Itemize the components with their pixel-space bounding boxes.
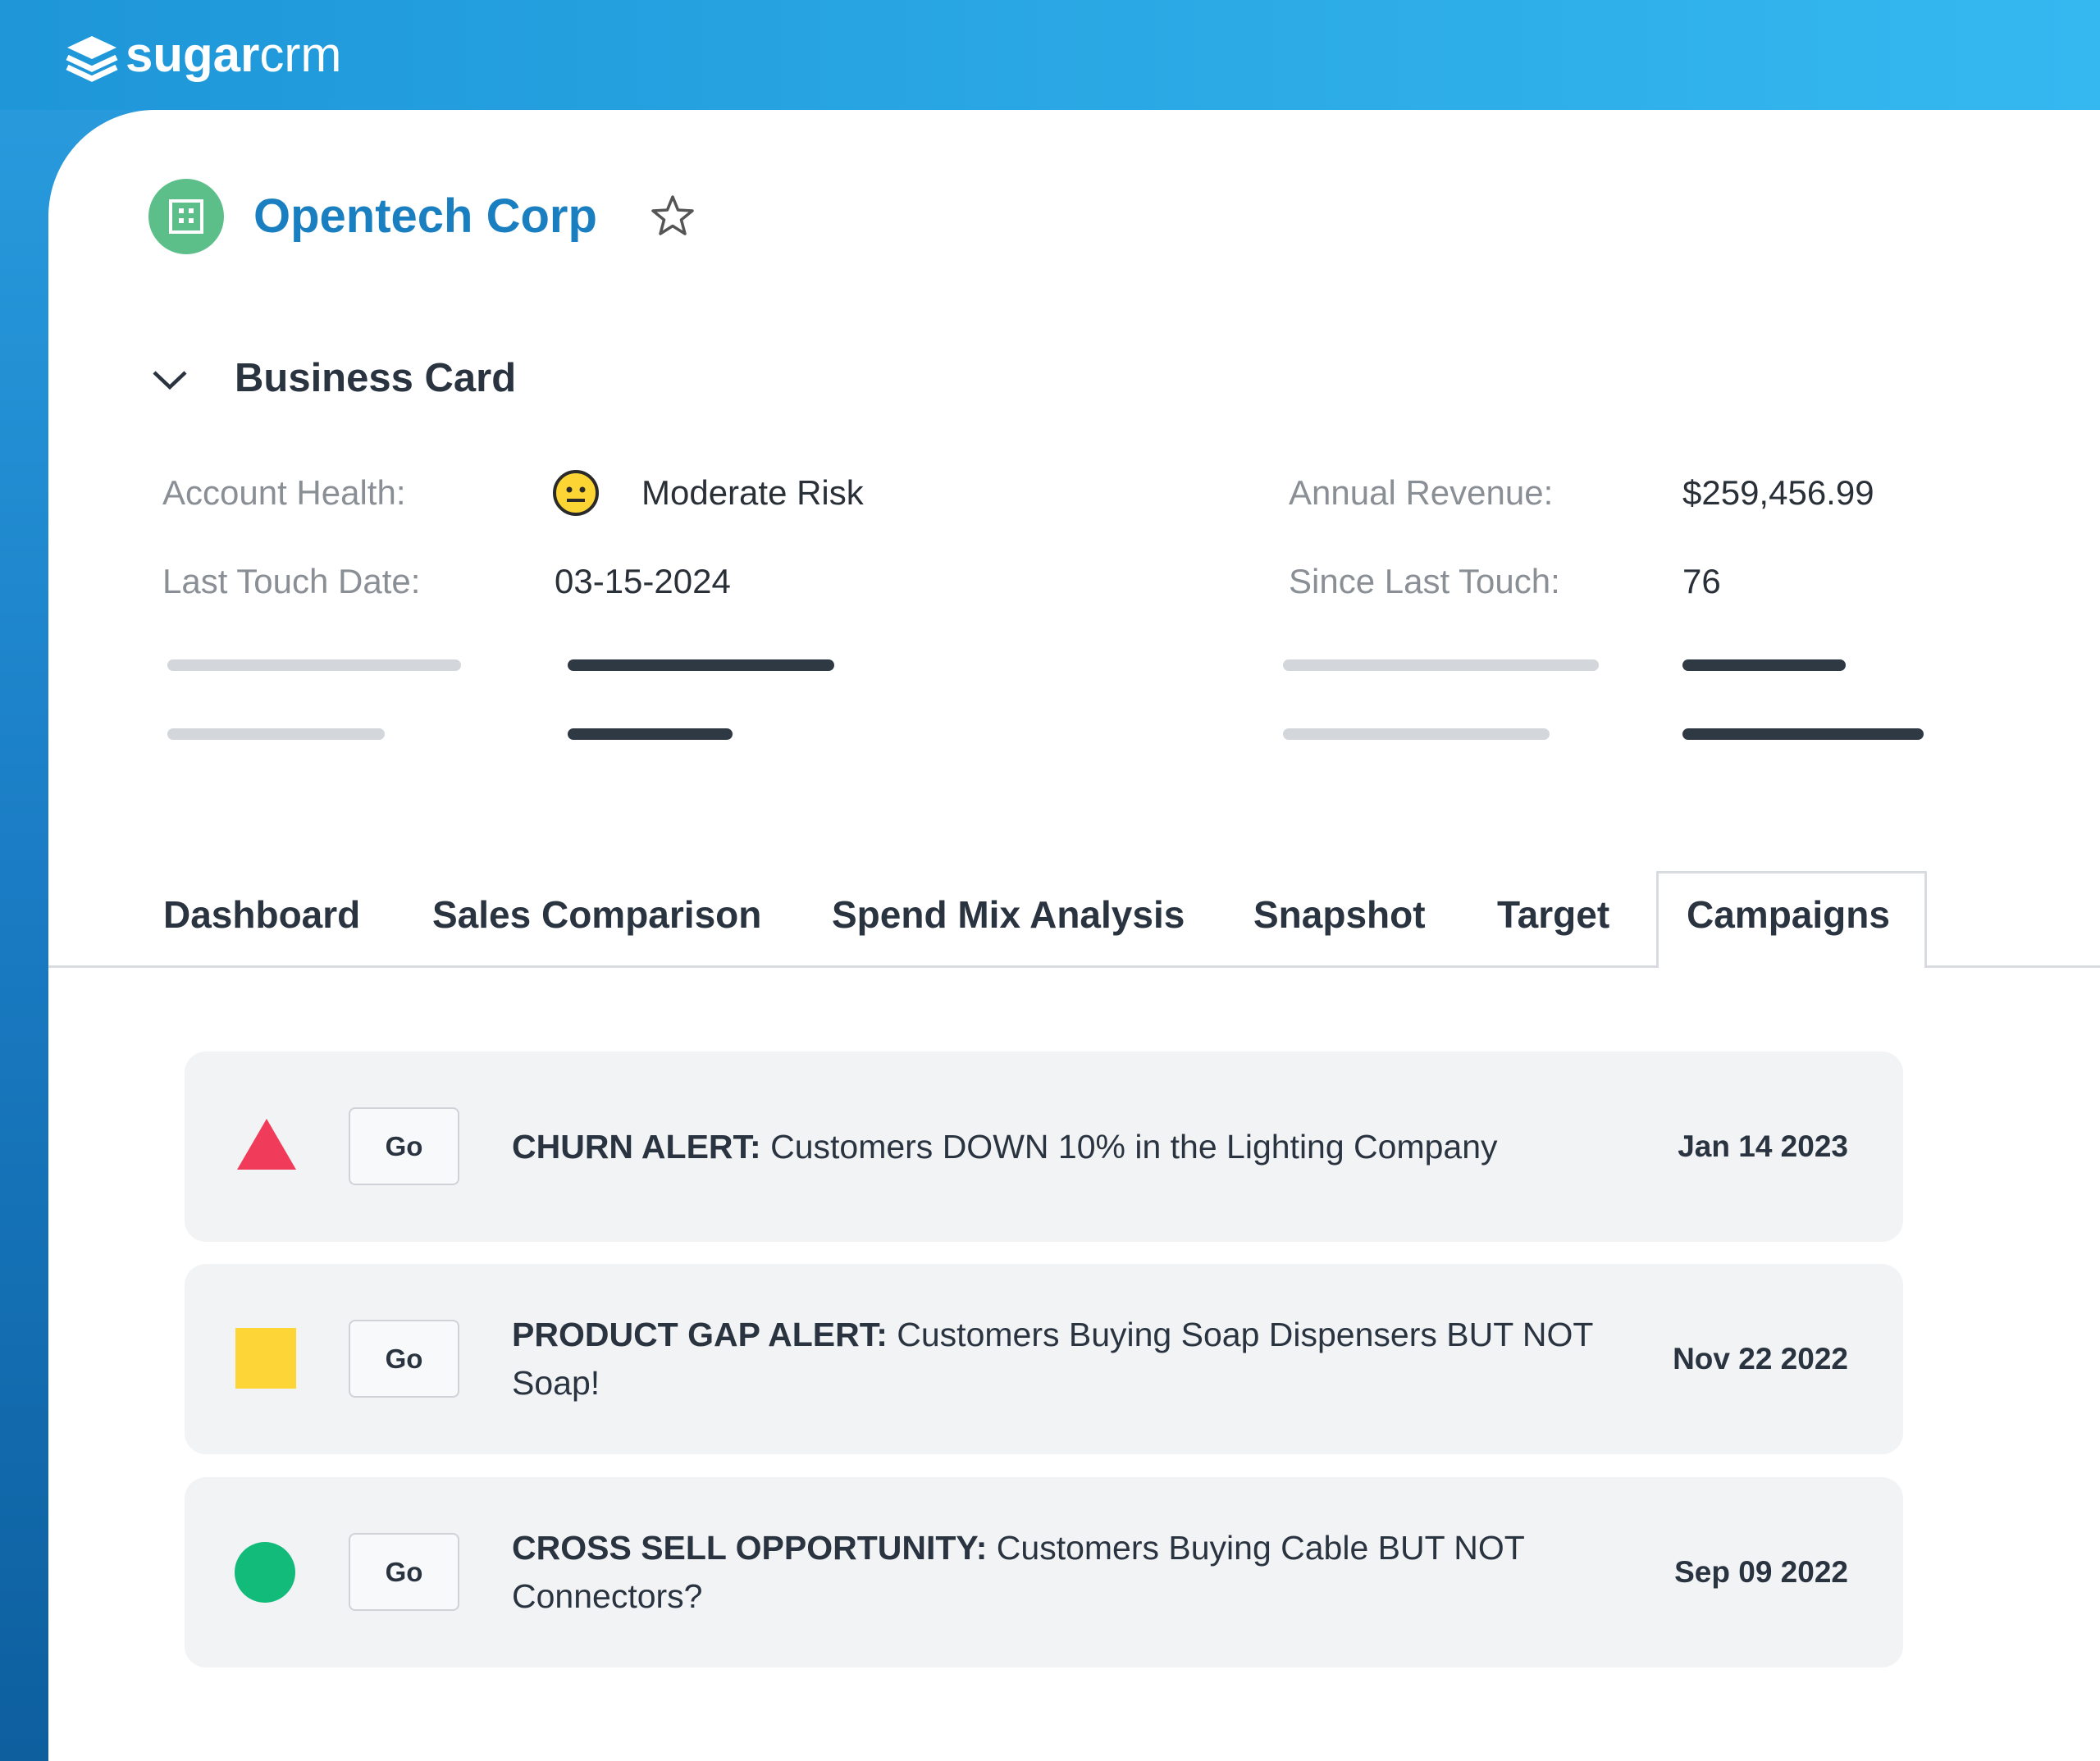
health-emoji xyxy=(553,470,599,516)
campaign-title: PRODUCT GAP ALERT: xyxy=(512,1316,888,1353)
campaign-title: CROSS SELL OPPORTUNITY: xyxy=(512,1529,988,1567)
field-value: 03-15-2024 xyxy=(555,562,731,600)
go-button[interactable]: Go xyxy=(349,1533,459,1611)
placeholder-bar xyxy=(1682,728,1924,740)
tab[interactable]: Snapshot xyxy=(1253,893,1426,936)
campaign-message: CROSS SELL OPPORTUNITY: Customers Buying… xyxy=(512,1477,1603,1667)
campaign-date: Sep 09 2022 xyxy=(1674,1555,1848,1589)
tab-divider xyxy=(48,965,2100,968)
tab[interactable]: Sales Comparison xyxy=(432,893,762,936)
placeholder-bar xyxy=(167,659,461,671)
logo-text: sugarcrm xyxy=(126,26,341,83)
field-label: Account Health: xyxy=(162,473,406,512)
collapse-chevron[interactable] xyxy=(151,367,189,392)
field-label: Last Touch Date: xyxy=(162,562,421,600)
campaign-message: CHURN ALERT: Customers DOWN 10% in the L… xyxy=(512,1052,1603,1242)
campaign-message: PRODUCT GAP ALERT: Customers Buying Soap… xyxy=(512,1264,1603,1454)
campaign-text: CROSS SELL OPPORTUNITY: Customers Buying… xyxy=(512,1524,1603,1621)
go-button[interactable]: Go xyxy=(349,1107,459,1185)
placeholder-bar xyxy=(568,728,733,740)
active-tab-frame xyxy=(1656,871,1927,968)
tab[interactable]: Campaigns xyxy=(1687,893,1890,936)
logo-bold: sugar xyxy=(126,27,260,82)
campaign-date: Nov 22 2022 xyxy=(1673,1342,1848,1375)
field-label: Annual Revenue: xyxy=(1289,473,1554,512)
alert-circle xyxy=(235,1542,295,1603)
logo-icon xyxy=(66,36,118,82)
alert-square xyxy=(235,1328,296,1389)
campaign-description: Customers DOWN 10% in the Lighting Compa… xyxy=(770,1127,1498,1166)
alert-triangle xyxy=(237,1119,296,1170)
tab[interactable]: Dashboard xyxy=(163,893,361,936)
tab[interactable]: Target xyxy=(1497,893,1610,936)
campaign-title: CHURN ALERT: xyxy=(512,1127,761,1166)
placeholder-bar xyxy=(167,728,385,740)
go-button[interactable]: Go xyxy=(349,1320,459,1398)
campaign-description: Customers Buying Soap Dispensers BUT NOT… xyxy=(512,1316,1593,1402)
field-value: $259,456.99 xyxy=(1682,473,1874,512)
record-title: Opentech Corp xyxy=(253,189,597,243)
placeholder-bar xyxy=(1283,659,1599,671)
placeholder-bar xyxy=(568,659,834,671)
section-heading: Business Card xyxy=(235,356,517,400)
logo-light: crm xyxy=(259,27,342,82)
favorite-star[interactable] xyxy=(650,194,696,240)
campaign-text: CHURN ALERT: Customers DOWN 10% in the L… xyxy=(512,1123,1498,1171)
field-value: 76 xyxy=(1682,562,1721,600)
account-icon xyxy=(148,179,224,254)
tab[interactable]: Spend Mix Analysis xyxy=(832,893,1185,936)
campaign-description: Customers Buying Cable BUT NOT Connector… xyxy=(512,1529,1525,1615)
top-bar: sugarcrm xyxy=(0,0,2100,110)
campaign-date: Jan 14 2023 xyxy=(1678,1129,1848,1163)
field-label: Since Last Touch: xyxy=(1289,562,1560,600)
campaign-row: Go CROSS SELL OPPORTUNITY: Customers Buyi… xyxy=(185,1477,1903,1667)
placeholder-bar xyxy=(1682,659,1846,671)
campaign-row: Go PRODUCT GAP ALERT: Customers Buying So… xyxy=(185,1264,1903,1454)
campaign-row: Go CHURN ALERT: Customers DOWN 10% in the… xyxy=(185,1052,1903,1242)
campaign-text: PRODUCT GAP ALERT: Customers Buying Soap… xyxy=(512,1311,1603,1407)
field-value: Moderate Risk xyxy=(641,473,864,512)
placeholder-bar xyxy=(1283,728,1550,740)
